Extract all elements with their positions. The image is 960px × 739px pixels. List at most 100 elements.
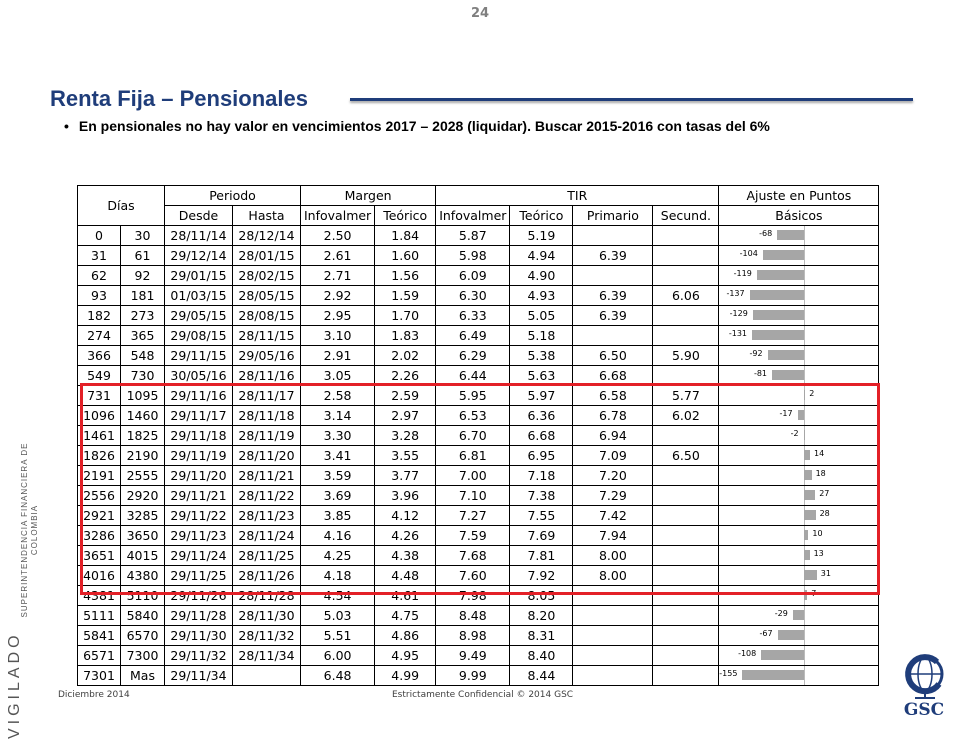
cell-margen-teorico: 1.70: [374, 305, 437, 326]
cell-margen-teorico: 4.12: [374, 505, 437, 526]
cell-ajuste: 18: [718, 465, 880, 486]
cell-margen-infovalmer: 2.50: [299, 225, 376, 246]
cell-tir-teorico: 4.94: [509, 245, 574, 266]
cell-tir-secund: [652, 225, 720, 246]
adjustment-label: 31: [820, 569, 831, 578]
cell-dias-desde: 2191: [77, 465, 121, 486]
cell-tir-teorico: 7.38: [509, 485, 574, 506]
cell-margen-infovalmer: 2.92: [299, 285, 376, 306]
adjustment-label: 10: [812, 529, 823, 538]
adjustment-label: -29: [774, 609, 788, 618]
cell-ajuste: 31: [718, 565, 880, 586]
cell-margen-infovalmer: 5.03: [299, 605, 376, 626]
bar-axis: [804, 266, 806, 285]
table-row: 5111 5840 29/11/28 28/11/30 5.03 4.75 8.48 8.20…: [77, 605, 880, 626]
cell-margen-infovalmer: 2.95: [299, 305, 376, 326]
bar-axis: [804, 626, 806, 645]
adjustment-label: 7: [811, 589, 817, 598]
cell-tir-teorico: 6.68: [509, 425, 574, 446]
adjustment-bar: [804, 530, 809, 540]
cell-tir-secund: [652, 645, 720, 666]
adjustment-bar: [804, 490, 816, 500]
bar-axis: [804, 286, 806, 305]
cell-dias-hasta: 548: [120, 345, 165, 366]
cell-ajuste: 14: [718, 445, 880, 466]
adjustment-label: 2: [809, 389, 815, 398]
cell-fecha-desde: 29/05/15: [164, 305, 233, 326]
cell-margen-teorico: 3.55: [374, 445, 437, 466]
cell-dias-desde: 62: [77, 265, 121, 286]
cell-fecha-hasta: 28/11/19: [232, 425, 301, 446]
cell-tir-primario: [572, 625, 654, 646]
adjustment-bar: [803, 430, 805, 440]
cell-dias-hasta: 7300: [120, 645, 165, 666]
cell-margen-infovalmer: 3.59: [299, 465, 376, 486]
cell-tir-primario: 7.20: [572, 465, 654, 486]
cell-tir-teorico: 8.05: [509, 585, 574, 606]
cell-tir-teorico: 5.38: [509, 345, 574, 366]
adjustment-label: -2: [790, 429, 799, 438]
cell-fecha-desde: 29/11/28: [164, 605, 233, 626]
adjustment-bar: [792, 610, 805, 620]
header-tir-primario: Primario: [572, 205, 654, 226]
cell-tir-secund: 5.90: [652, 345, 720, 366]
logo-text: GSC: [904, 700, 944, 718]
cell-dias-hasta: 273: [120, 305, 165, 326]
cell-dias-desde: 182: [77, 305, 121, 326]
bar-axis: [804, 606, 806, 625]
table-row: 3651 4015 29/11/24 28/11/25 4.25 4.38 7.68 7.81…: [77, 545, 880, 566]
cell-fecha-desde: 29/11/17: [164, 405, 233, 426]
cell-fecha-hasta: 28/11/25: [232, 545, 301, 566]
cell-fecha-hasta: 28/11/23: [232, 505, 301, 526]
table-row: 0 30 28/11/14 28/12/14 2.50 1.84 5.87 5.19 -68: [77, 225, 880, 246]
adjustment-bar: [804, 450, 810, 460]
cell-tir-primario: 7.42: [572, 505, 654, 526]
cell-tir-primario: [572, 225, 654, 246]
adjustment-label: -131: [728, 329, 748, 338]
adjustment-label: 27: [819, 489, 830, 498]
adjustment-label: -17: [779, 409, 793, 418]
table-row: 549 730 30/05/16 28/11/16 3.05 2.26 6.44 5.63 6.…: [77, 365, 880, 386]
cell-ajuste: 2: [718, 385, 880, 406]
cell-fecha-hasta: 28/11/22: [232, 485, 301, 506]
cell-dias-desde: 7301: [77, 665, 121, 686]
bar-axis: [804, 246, 806, 265]
cell-tir-secund: [652, 585, 720, 606]
cell-margen-infovalmer: 3.41: [299, 445, 376, 466]
adjustment-label: -92: [749, 349, 763, 358]
cell-ajuste: -2: [718, 425, 880, 446]
cell-tir-secund: [652, 545, 720, 566]
cell-tir-infovalmer: 6.53: [435, 405, 511, 426]
cell-margen-infovalmer: 4.18: [299, 565, 376, 586]
cell-margen-teorico: 2.97: [374, 405, 437, 426]
adjustment-bar: [777, 630, 805, 640]
cell-tir-infovalmer: 8.48: [435, 605, 511, 626]
cell-dias-desde: 2921: [77, 505, 121, 526]
cell-margen-infovalmer: 5.51: [299, 625, 376, 646]
cell-fecha-desde: 29/11/34: [164, 665, 233, 686]
footer-confidential: Estrictamente Confidencial © 2014 GSC: [392, 690, 574, 700]
cell-tir-teorico: 6.36: [509, 405, 574, 426]
cell-margen-teorico: 4.61: [374, 585, 437, 606]
cell-tir-teorico: 5.63: [509, 365, 574, 386]
cell-tir-primario: 6.68: [572, 365, 654, 386]
cell-tir-infovalmer: 7.00: [435, 465, 511, 486]
cell-fecha-hasta: 28/11/15: [232, 325, 301, 346]
cell-fecha-desde: 29/11/18: [164, 425, 233, 446]
bar-axis: [804, 406, 806, 425]
table-row: 1461 1825 29/11/18 28/11/19 3.30 3.28 6.70 6.68…: [77, 425, 880, 446]
cell-fecha-hasta: 28/11/28: [232, 585, 301, 606]
cell-tir-secund: [652, 465, 720, 486]
cell-tir-infovalmer: 7.27: [435, 505, 511, 526]
cell-dias-hasta: 1825: [120, 425, 165, 446]
cell-tir-secund: [652, 325, 720, 346]
adjustment-bar: [772, 370, 805, 380]
cell-tir-secund: [652, 625, 720, 646]
header-margen-teorico: Teórico: [374, 205, 437, 226]
cell-margen-infovalmer: 2.58: [299, 385, 376, 406]
adjustment-bar: [756, 270, 805, 280]
cell-fecha-desde: 29/11/26: [164, 585, 233, 606]
cell-tir-teorico: 5.19: [509, 225, 574, 246]
title-rule: [350, 98, 913, 101]
adjustment-bar: [797, 410, 805, 420]
